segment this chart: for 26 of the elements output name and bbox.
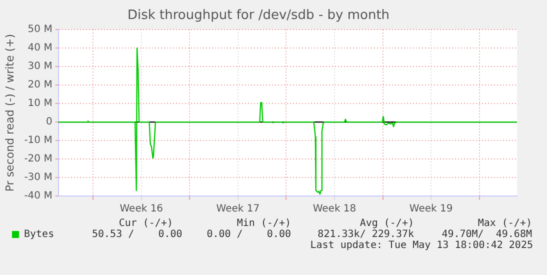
x-tick-label: Week 17	[216, 204, 260, 215]
chart-title: Disk throughput for /dev/sdb - by month	[127, 8, 390, 24]
y-tick-label: 0	[46, 116, 52, 128]
y-tick-label: 30 M	[28, 61, 52, 72]
y-tick-label: 50 M	[28, 24, 52, 36]
text: 50.53 / 0.00	[92, 229, 182, 240]
x-tick-label: Week 19	[409, 204, 453, 215]
text: 821.33k/ 229.37k	[316, 229, 414, 240]
text: Last update: Tue May 13 18:00:42 2025	[309, 240, 533, 251]
x-tick-label: Week 16	[120, 204, 164, 215]
text: Avg (-/+)	[358, 218, 414, 229]
y-tick-label: 40 M	[28, 42, 52, 54]
y-tick-label: 10 M	[28, 98, 52, 110]
y-tick-label: -40 M	[24, 190, 52, 202]
y-tick-label: -30 M	[24, 172, 52, 184]
text: Cur (-/+)	[118, 218, 173, 229]
x-tick-label: Week 18	[312, 204, 356, 215]
text: 0.00 / 0.00	[206, 229, 291, 240]
y-tick-label: -10 M	[24, 135, 52, 146]
y-tick-label: -20 M	[24, 154, 52, 165]
text: 49.70M/ 49.68M	[440, 229, 532, 240]
legend-label: Bytes	[24, 229, 54, 240]
y-tick-label: 20 M	[28, 80, 52, 91]
text: Min (-/+)	[236, 218, 291, 229]
y-axis-title: Pr second read (-) / write (+)	[3, 34, 16, 192]
text: Max (-/+)	[476, 218, 532, 229]
